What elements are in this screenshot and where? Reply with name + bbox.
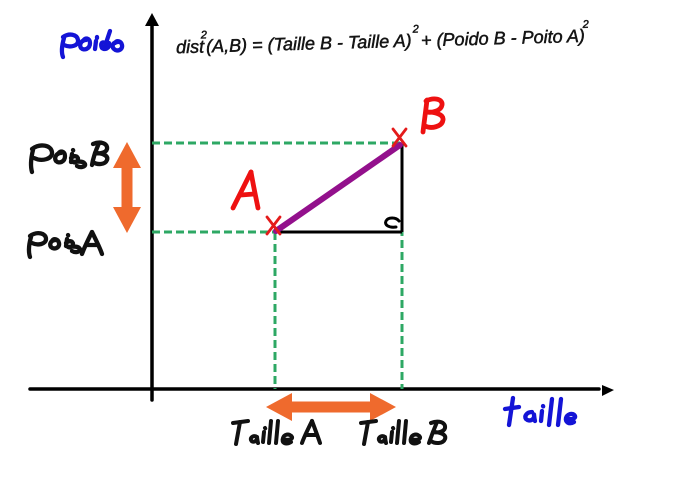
- svg-text:2: 2: [581, 19, 588, 31]
- svg-text:2: 2: [412, 23, 419, 35]
